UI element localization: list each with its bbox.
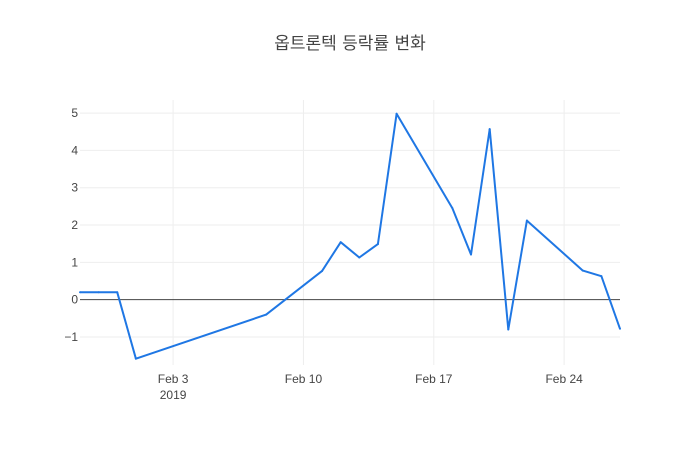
data-point	[488, 128, 491, 131]
data-point	[525, 219, 528, 222]
data-point	[116, 291, 119, 294]
series-line	[80, 112, 621, 360]
chart-title: 옵트론텍 등락률 변화	[274, 34, 426, 54]
y-tick-label: 4	[71, 143, 78, 157]
data-point	[134, 357, 137, 360]
y-tick-label: 0	[71, 293, 78, 307]
data-point	[321, 269, 324, 272]
y-tick-label: 3	[71, 181, 78, 195]
data-point	[97, 291, 100, 294]
data-point	[619, 327, 621, 330]
x-tick-label: Feb 24	[545, 372, 583, 386]
x-tick-label: Feb 17	[415, 372, 453, 386]
axes: Feb 3 2019 Feb 10 Feb 17 Feb 24 −1 0 1 2 3 4 5	[64, 106, 620, 402]
data-point	[507, 328, 510, 331]
y-tick-label: −1	[64, 330, 78, 344]
y-tick-label: 5	[71, 106, 78, 120]
data-point	[79, 291, 81, 294]
data-point	[581, 269, 584, 272]
x-tick-label: Feb 10	[285, 372, 323, 386]
series-layer	[79, 112, 621, 360]
data-point	[376, 243, 379, 246]
y-tick-label: 2	[71, 218, 78, 232]
y-tick-label: 1	[71, 255, 78, 269]
data-point	[265, 313, 268, 316]
x-tick-label: Feb 3	[158, 372, 189, 386]
grid-lines	[80, 100, 620, 365]
data-point	[470, 253, 473, 256]
x-tick-sublabel: 2019	[160, 388, 187, 402]
data-point	[358, 256, 361, 259]
data-point	[339, 241, 342, 244]
data-point	[451, 207, 454, 210]
data-point	[600, 275, 603, 278]
data-point	[395, 112, 398, 115]
